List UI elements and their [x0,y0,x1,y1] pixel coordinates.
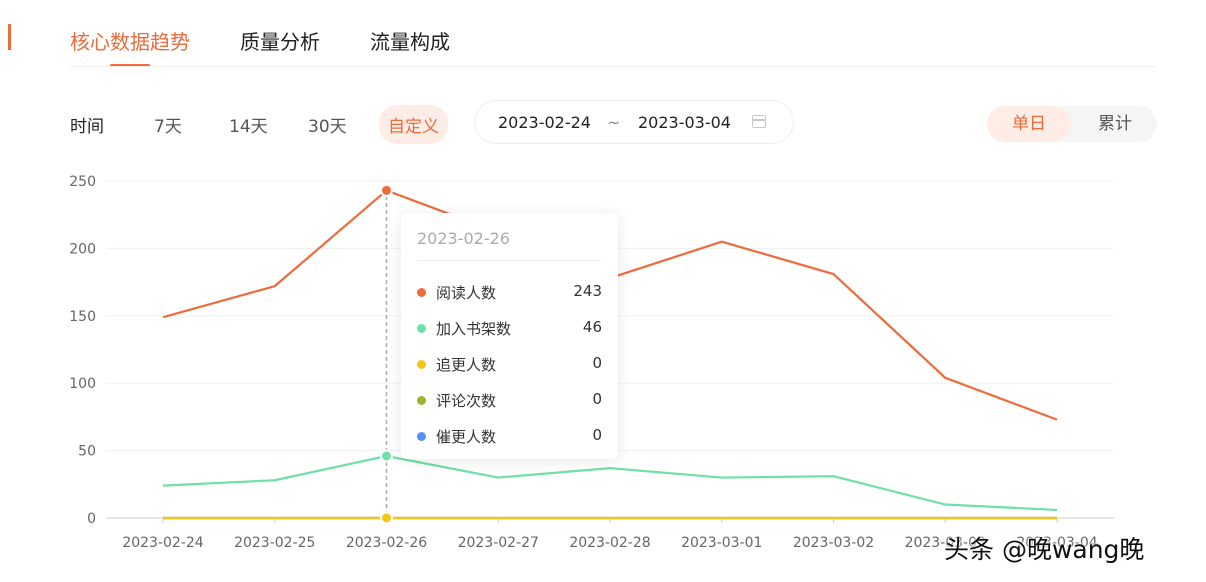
tab-traffic-composition[interactable]: 流量构成 [370,30,450,54]
x-tick-label: 2023-03-01 [681,535,762,551]
y-tick-label: 150 [69,309,96,325]
range-7d-button[interactable]: 7天 [154,117,182,137]
tooltip-series-value: 0 [592,390,602,408]
time-label: 时间 [70,117,104,137]
calendar-icon[interactable] [752,115,766,128]
tooltip-series-name: 催更人数 [436,428,497,446]
series-dot-icon [417,432,426,441]
y-tick-label: 250 [69,174,96,190]
series-dot-icon [417,288,426,297]
tooltip-series-name: 评论次数 [436,392,497,410]
tab-core-trend[interactable]: 核心数据趋势 [70,30,190,54]
tooltip-divider [417,260,602,261]
tooltip-row: 阅读人数 243 [417,282,602,302]
watermark: 头条 @晚wang晚 [944,535,1145,564]
tooltip-date: 2023-02-26 [417,229,510,248]
tooltip-series-value: 243 [573,282,602,300]
active-tab-indicator [110,64,150,67]
tooltip-series-name: 追更人数 [436,356,497,374]
series-dot-icon [417,360,426,369]
tooltip-series-name: 加入书架数 [436,320,512,338]
mode-cumulative-button[interactable]: 累计 [1098,114,1132,134]
series-line-2 [162,454,1058,512]
date-range-picker[interactable]: 2023-02-24 ~ 2023-03-04 [474,100,794,144]
tooltip-series-value: 46 [582,318,602,336]
end-date[interactable]: 2023-03-04 [638,113,731,132]
series-dot-icon [417,324,426,333]
filter-bar: 时间 7天 14天 30天 自定义 2023-02-24 ~ 2023-03-0… [0,100,1206,146]
y-tick-label: 50 [78,444,96,460]
start-date[interactable]: 2023-02-24 [498,113,591,132]
tooltip-series-name: 阅读人数 [436,284,497,302]
section-accent-bar [8,24,11,50]
tab-quality-analysis[interactable]: 质量分析 [240,30,320,54]
tooltip-series-value: 0 [592,426,602,444]
y-tick-label: 200 [69,241,96,257]
x-tick-label: 2023-02-27 [458,535,539,551]
chart-tooltip: 2023-02-26 阅读人数 243 加入书架数 46 追更人数 0 评论次数… [401,213,618,459]
hover-point-1 [380,183,393,197]
tooltip-row: 追更人数 0 [417,354,602,374]
hover-point-3 [380,511,393,525]
x-tick-label: 2023-03-02 [793,535,874,551]
x-tick-label: 2023-02-24 [122,535,203,551]
series-dot-icon [417,396,426,405]
tooltip-row: 加入书架数 46 [417,318,602,338]
x-tick-label: 2023-02-26 [346,535,427,551]
y-tick-label: 0 [87,511,96,527]
x-tick-label: 2023-02-25 [234,535,315,551]
x-tick-label: 2023-03-04 [1016,535,1097,551]
tabs-divider [70,66,1156,67]
hover-point-2 [380,449,393,463]
date-separator: ~ [607,113,621,132]
x-tick-label: 2023-03-03 [905,535,986,551]
range-14d-button[interactable]: 14天 [229,117,268,137]
tooltip-row: 催更人数 0 [417,426,602,446]
mode-daily-button[interactable]: 单日 [987,106,1071,142]
range-custom-button[interactable]: 自定义 [379,105,448,144]
x-tick-label: 2023-02-28 [569,535,650,551]
y-tick-label: 100 [69,376,96,392]
tooltip-row: 评论次数 0 [417,390,602,410]
mode-toggle: 单日 累计 [987,106,1157,142]
range-30d-button[interactable]: 30天 [308,117,347,137]
tooltip-series-value: 0 [592,354,602,372]
